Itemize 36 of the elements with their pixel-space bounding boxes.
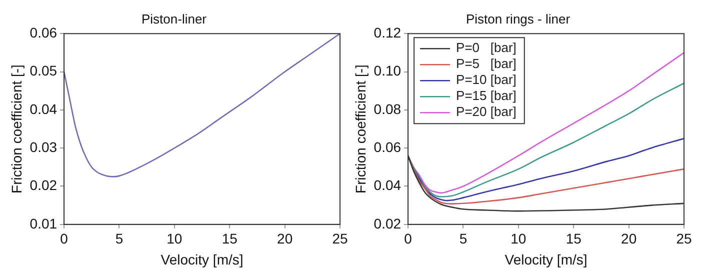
y-axis-title: Friction coefficient [-] [8,64,24,194]
y-tick-label: 0.06 [30,24,58,40]
x-tick-label: 5 [115,230,124,247]
y-tick-label: 0.10 [374,62,402,79]
x-tick-label: 20 [621,230,637,247]
x-tick-label: 15 [566,230,582,247]
y-tick-label: 0.01 [30,215,58,232]
y-tick-label: 0.04 [30,100,58,117]
y-tick-label: 0.08 [374,100,402,117]
x-tick-label: 20 [277,230,293,247]
legend-label: P=20 [bar] [456,104,516,120]
legend-label: P=5 [bar] [456,56,516,72]
x-axis-title: Velocity [m/s] [504,251,588,268]
legend-label: P=0 [bar] [456,40,516,56]
x-tick-label: 25 [332,230,348,247]
x-tick-label: 0 [404,230,412,247]
y-axis-title: Friction coefficient [-] [352,64,368,194]
x-tick-label: 0 [60,230,68,247]
x-tick-label: 10 [166,230,182,247]
chart-title: Piston rings - liner [466,11,571,26]
y-tick-label: 0.02 [30,177,58,194]
y-tick-label: 0.06 [374,138,402,155]
x-axis-title: Velocity [m/s] [160,251,244,268]
legend-label: P=10 [bar] [456,72,516,88]
line-series [64,34,340,178]
y-tick-label: 0.12 [374,24,402,40]
chart-title: Piston-liner [141,11,208,26]
y-tick-label: 0.04 [374,177,402,194]
y-tick-label: 0.05 [30,62,58,79]
x-tick-label: 15 [222,230,238,247]
legend-label: P=15 [bar] [456,88,516,104]
y-tick-label: 0.02 [374,215,402,232]
x-tick-label: 25 [676,230,692,247]
x-tick-label: 5 [459,230,468,247]
x-tick-label: 10 [510,230,526,247]
y-tick-label: 0.03 [30,138,58,155]
